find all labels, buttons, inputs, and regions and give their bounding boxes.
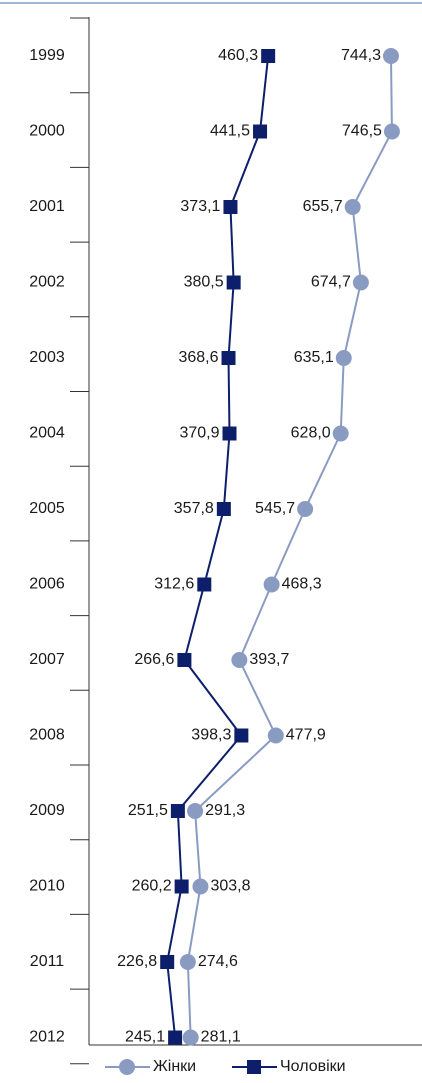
y-tick-label: 2003 [29, 349, 65, 366]
marker [222, 426, 237, 441]
marker [332, 425, 349, 442]
value-label: 245,1 [125, 1029, 165, 1046]
legend-label: Жінки [153, 1058, 196, 1075]
y-tick-label: 2010 [29, 878, 65, 895]
value-label: 674,7 [311, 274, 351, 291]
value-label: 368,6 [178, 349, 218, 366]
marker [263, 576, 280, 593]
marker [170, 804, 185, 818]
y-tick-label: 2001 [29, 198, 65, 215]
marker [335, 350, 352, 366]
series-line [186, 55, 393, 1038]
marker [168, 1030, 183, 1045]
y-tick-label: 1999 [29, 47, 65, 64]
marker [234, 728, 249, 743]
value-label: 312,6 [154, 576, 194, 593]
y-tick-label: 2004 [29, 425, 65, 442]
marker [160, 955, 175, 969]
value-label: 260,2 [132, 878, 172, 895]
marker [261, 49, 276, 63]
marker [192, 878, 209, 895]
marker [383, 123, 400, 140]
value-label: 398,3 [191, 727, 231, 744]
marker [231, 652, 248, 668]
marker [182, 1029, 199, 1046]
value-label: 373,1 [180, 198, 220, 215]
y-tick-label: 2000 [29, 123, 65, 140]
value-label: 380,5 [184, 274, 224, 291]
marker [253, 124, 268, 139]
marker [382, 48, 399, 64]
value-label: 281,1 [201, 1029, 241, 1046]
marker [223, 200, 238, 214]
value-label: 655,7 [303, 198, 343, 215]
value-label: 357,8 [174, 500, 214, 517]
value-label: 468,3 [282, 576, 322, 593]
marker [179, 954, 196, 970]
value-label: 744,3 [341, 47, 381, 64]
legend-marker [119, 1059, 135, 1075]
marker [197, 577, 212, 592]
marker [174, 879, 189, 894]
value-label: 291,3 [205, 802, 245, 819]
value-label: 266,6 [134, 651, 174, 668]
marker [216, 502, 231, 516]
value-label: 545,7 [255, 500, 295, 517]
value-label: 460,3 [218, 47, 258, 64]
marker [226, 275, 241, 290]
marker [267, 727, 284, 744]
marker [177, 653, 192, 667]
value-label: 477,9 [286, 727, 326, 744]
value-label: 746,5 [342, 123, 382, 140]
value-label: 441,5 [210, 123, 250, 140]
legend-marker [247, 1060, 261, 1074]
value-label: 226,8 [117, 953, 157, 970]
series-line [166, 55, 270, 1038]
y-tick-label: 2011 [30, 953, 65, 970]
y-tick-label: 2005 [29, 500, 65, 517]
marker [297, 501, 314, 517]
value-label: 393,7 [249, 651, 289, 668]
marker [221, 351, 236, 365]
value-label: 370,9 [179, 425, 219, 442]
y-tick-label: 2008 [29, 727, 65, 744]
marker [352, 274, 369, 291]
y-tick-label: 2002 [29, 274, 65, 291]
value-label: 628,0 [291, 425, 331, 442]
y-tick-label: 2006 [29, 576, 65, 593]
value-label: 303,8 [210, 878, 250, 895]
value-label: 251,5 [128, 802, 168, 819]
value-label: 635,1 [294, 349, 334, 366]
y-tick-label: 2007 [29, 651, 65, 668]
marker [344, 199, 361, 215]
y-tick-label: 2012 [29, 1029, 65, 1046]
y-tick-label: 2009 [29, 802, 65, 819]
marker [187, 803, 204, 819]
legend-label: Чоловіки [280, 1058, 346, 1075]
value-label: 274,6 [198, 953, 238, 970]
